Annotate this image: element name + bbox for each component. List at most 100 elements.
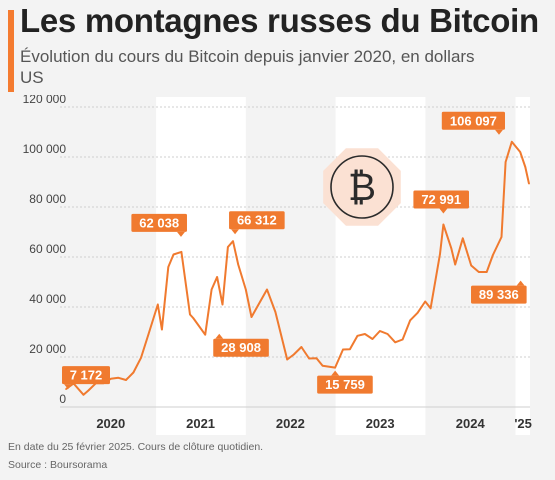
data-label: 28 908: [221, 340, 261, 355]
data-point: [478, 271, 480, 273]
chart-subtitle: Évolution du cours du Bitcoin depuis jan…: [20, 47, 475, 87]
x-axis: 2020 2021 2022 2023 2024 '25: [96, 416, 532, 431]
data-label-box: [213, 338, 269, 357]
data-point: [189, 313, 191, 316]
data-label-box: [131, 213, 187, 232]
data-point: [140, 356, 142, 359]
data-point: [424, 300, 426, 303]
data-point: [274, 311, 277, 313]
bitcoin-glyph: ₿: [348, 165, 376, 209]
data-point: [167, 266, 170, 268]
y-axis: 0 20 000 40 000 60 000 80 000 100 000 120 000: [23, 95, 67, 406]
year-band: [515, 97, 530, 435]
data-point: [504, 161, 507, 163]
accent-bar: [8, 10, 14, 92]
data-point: [172, 253, 175, 256]
data-point: [416, 311, 419, 314]
x-tick-label: '25: [514, 416, 532, 431]
y-tick-label: 40 000: [29, 292, 66, 306]
data-point: [109, 377, 112, 380]
data-label-box: [317, 375, 373, 394]
data-point: [87, 389, 90, 392]
data-point: [227, 246, 229, 248]
data-point: [371, 338, 374, 340]
data-point: [245, 288, 247, 291]
data-label-pointer: [439, 208, 448, 214]
data-point: [379, 330, 381, 332]
data-label: 62 038: [139, 215, 179, 230]
data-point: [394, 341, 396, 344]
year-band: [156, 97, 246, 435]
data-label-box: [62, 366, 110, 385]
data-point: [401, 338, 404, 341]
data-point: [180, 251, 183, 253]
data-point: [293, 353, 295, 356]
data-label-pointer: [331, 370, 340, 376]
data-point: [161, 328, 163, 331]
data-point: [315, 357, 318, 360]
data-point: [386, 333, 389, 335]
data-point: [204, 333, 207, 336]
data-label: 66 312: [237, 213, 277, 228]
data-point: [492, 254, 494, 256]
data-point: [216, 276, 218, 278]
y-tick-label: 80 000: [29, 192, 66, 206]
data-point: [250, 316, 253, 318]
data-point: [342, 348, 344, 351]
icon-ring: [330, 155, 394, 219]
data-point: [439, 253, 441, 255]
data-label-pointer: [64, 384, 72, 390]
data-point: [429, 307, 432, 310]
data-label: 7 172: [70, 368, 103, 383]
data-point: [470, 264, 473, 267]
grid-lines: [60, 106, 530, 408]
y-tick-label: 0: [59, 392, 66, 406]
data-label-box: [471, 285, 527, 304]
data-point: [450, 247, 453, 250]
data-point: [500, 236, 503, 238]
data-point: [454, 263, 457, 266]
data-label-box: [441, 111, 505, 130]
data-point: [117, 376, 120, 379]
data-point: [232, 240, 234, 243]
data-point: [125, 379, 127, 381]
x-tick-label: 2020: [96, 416, 125, 431]
data-label: 72 991: [421, 192, 461, 207]
data-point: [334, 366, 336, 369]
annotations: 7 172 62 038 28 908 66 312 15 759 72 991 106 0…: [62, 111, 527, 394]
data-point: [308, 357, 310, 360]
footnote: En date du 25 février 2025. Cours de clô…: [8, 441, 264, 453]
data-point: [192, 317, 194, 319]
chart-title: Les montagnes russes du Bitcoin: [20, 2, 539, 39]
data-point: [210, 288, 213, 291]
data-point: [321, 364, 324, 367]
data-label: 106 097: [450, 113, 497, 128]
x-tick-label: 2021: [186, 416, 215, 431]
data-point: [356, 334, 359, 337]
y-tick-label: 20 000: [29, 342, 66, 356]
data-point: [147, 333, 150, 336]
x-tick-label: 2024: [456, 416, 486, 431]
data-label-pointer: [215, 333, 224, 339]
data-point: [462, 237, 464, 240]
x-tick-label: 2022: [276, 416, 305, 431]
data-point: [349, 348, 351, 351]
data-point: [286, 358, 288, 361]
y-tick-label: 100 000: [23, 142, 67, 156]
data-label-box: [229, 211, 285, 230]
data-point: [442, 223, 445, 226]
data-label: 89 336: [479, 287, 519, 302]
data-point: [132, 371, 135, 374]
data-point: [364, 333, 366, 335]
data-point: [221, 303, 224, 306]
data-point: [156, 303, 159, 306]
data-point: [524, 166, 527, 168]
data-point: [82, 393, 85, 396]
y-tick-label: 60 000: [29, 242, 66, 256]
data-label-pointer: [516, 280, 525, 286]
data-label-box: [413, 190, 469, 209]
data-point: [409, 319, 411, 322]
data-label-pointer: [231, 229, 240, 235]
data-label-pointer: [494, 129, 503, 135]
